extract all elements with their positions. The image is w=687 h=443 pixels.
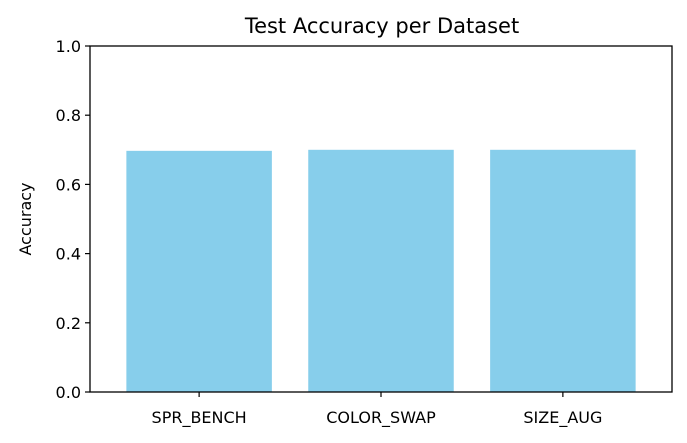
bar-size-aug: [490, 149, 636, 392]
y-axis-label: Accuracy: [16, 182, 35, 255]
y-tick-label: 0.0: [56, 383, 81, 402]
bars-group: [126, 149, 636, 392]
bar-color-swap: [308, 149, 454, 392]
y-tick-label: 1.0: [56, 37, 81, 56]
bar-spr-bench: [126, 150, 272, 392]
y-tick-label: 0.4: [56, 245, 81, 264]
chart-title: Test Accuracy per Dataset: [244, 14, 519, 38]
x-axis: SPR_BENCH COLOR_SWAP SIZE_AUG: [152, 392, 602, 428]
y-tick-label: 0.6: [56, 175, 81, 194]
y-tick-label: 0.2: [56, 314, 81, 333]
x-tick-label: SIZE_AUG: [523, 408, 602, 428]
x-tick-label: COLOR_SWAP: [326, 408, 436, 428]
y-tick-label: 0.8: [56, 106, 81, 125]
y-axis: 0.0 0.2 0.4 0.6 0.8 1.0: [56, 37, 90, 402]
x-tick-label: SPR_BENCH: [152, 408, 247, 428]
